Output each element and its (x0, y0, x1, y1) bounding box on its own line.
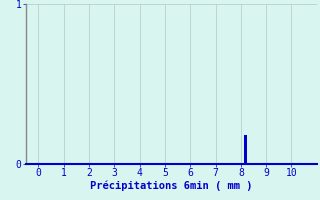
X-axis label: Précipitations 6min ( mm ): Précipitations 6min ( mm ) (90, 181, 252, 191)
Bar (244, 135, 247, 164)
